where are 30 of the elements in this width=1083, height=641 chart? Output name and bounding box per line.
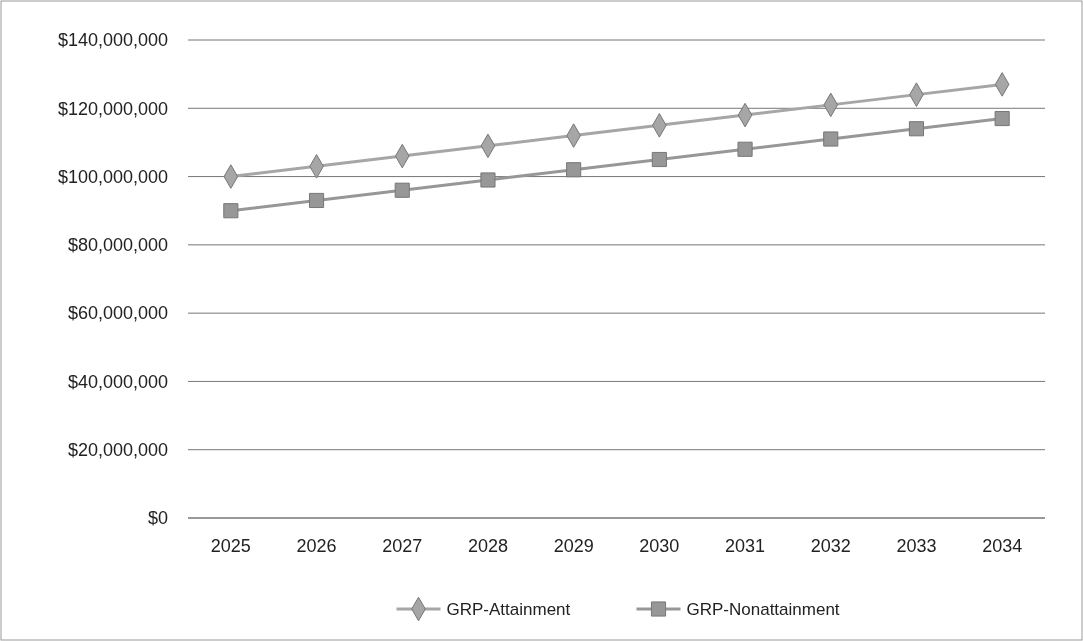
x-tick-label: 2034 <box>982 536 1023 556</box>
y-tick-label: $60,000,000 <box>67 303 168 324</box>
point <box>823 131 839 147</box>
point <box>994 110 1010 127</box>
x-tick-label: 2025 <box>210 536 251 556</box>
point <box>223 203 239 219</box>
y-tick-label: $0 <box>147 508 168 529</box>
legend-label: GRP-Attainment <box>446 599 571 619</box>
point <box>908 121 925 137</box>
point <box>737 141 753 157</box>
x-tick-label: 2031 <box>725 536 766 556</box>
point <box>651 151 667 168</box>
x-tick-label: 2033 <box>896 536 937 556</box>
x-tick-label: 2030 <box>639 536 680 556</box>
point <box>566 162 582 178</box>
point <box>480 172 496 188</box>
point <box>394 182 410 198</box>
point <box>308 192 325 209</box>
y-tick-label: $140,000,000 <box>57 30 168 51</box>
y-tick-label: $20,000,000 <box>67 440 168 461</box>
x-tick-label: 2028 <box>467 536 508 556</box>
y-tick-label: $120,000,000 <box>57 98 168 119</box>
y-tick-label: $40,000,000 <box>67 371 168 392</box>
x-tick-label: 2026 <box>296 536 337 556</box>
legend-label: GRP-Nonattainment <box>686 599 840 619</box>
y-tick-label: $80,000,000 <box>67 235 168 256</box>
x-tick-label: 2029 <box>553 536 594 556</box>
x-tick-label: 2027 <box>382 536 423 556</box>
x-tick-label: 2032 <box>810 536 851 556</box>
y-tick-label: $100,000,000 <box>57 166 168 187</box>
